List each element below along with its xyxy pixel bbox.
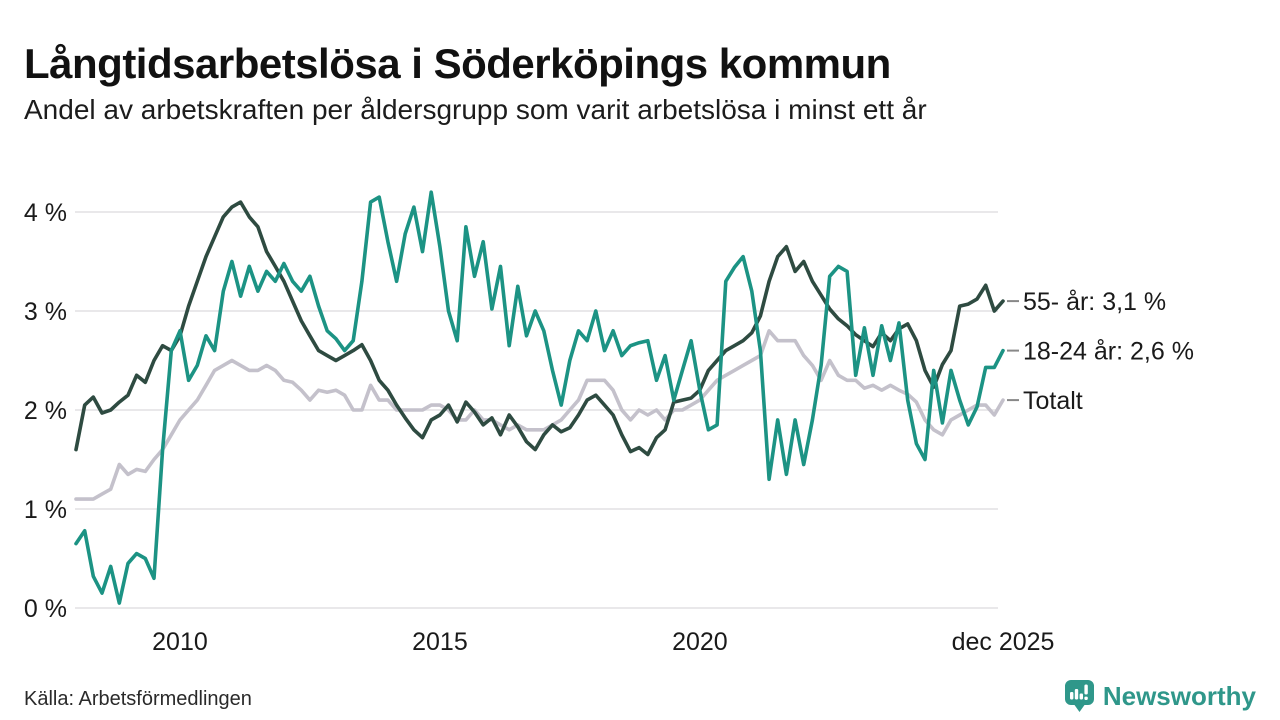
series-line-55 bbox=[74, 200, 1005, 457]
legend-label-55: 55- år: 3,1 % bbox=[1023, 288, 1166, 316]
legend-label-total: Totalt bbox=[1023, 387, 1083, 415]
series-line-total bbox=[74, 329, 1005, 501]
y-axis-label: 1 % bbox=[24, 496, 67, 524]
x-axis-label: dec 2025 bbox=[952, 628, 1055, 656]
brand-name: Newsworthy bbox=[1102, 681, 1256, 711]
line-chart: 0 % 1 % 2 % 3 % 4 % 2010 2015 2020 dec 2025 Total… bbox=[24, 190, 1194, 656]
series-line-18-24 bbox=[74, 190, 1005, 605]
y-axis-label: 0 % bbox=[24, 595, 67, 623]
x-axis-label: 2015 bbox=[412, 628, 468, 656]
newsworthy-pin-icon bbox=[1064, 680, 1094, 712]
x-axis-label: 2010 bbox=[152, 628, 208, 656]
chart-area: 0 % 1 % 2 % 3 % 4 % 2010 2015 2020 dec 2025 Total… bbox=[0, 160, 1280, 720]
page-subtitle: Andel av arbetskraften per åldersgrupp s… bbox=[24, 94, 927, 125]
legend-label-18-24: 18-24 år: 2,6 % bbox=[1023, 338, 1194, 366]
y-axis-label: 3 % bbox=[24, 298, 67, 326]
y-axis-label: 4 % bbox=[24, 199, 67, 227]
page-title: Långtidsarbetslösa i Söderköpings kommun bbox=[24, 40, 891, 88]
brand-logo: Newsworthy bbox=[1064, 679, 1256, 714]
x-axis-label: 2020 bbox=[672, 628, 728, 656]
y-axis-label: 2 % bbox=[24, 397, 67, 425]
source-note: Källa: Arbetsförmedlingen bbox=[24, 688, 252, 710]
